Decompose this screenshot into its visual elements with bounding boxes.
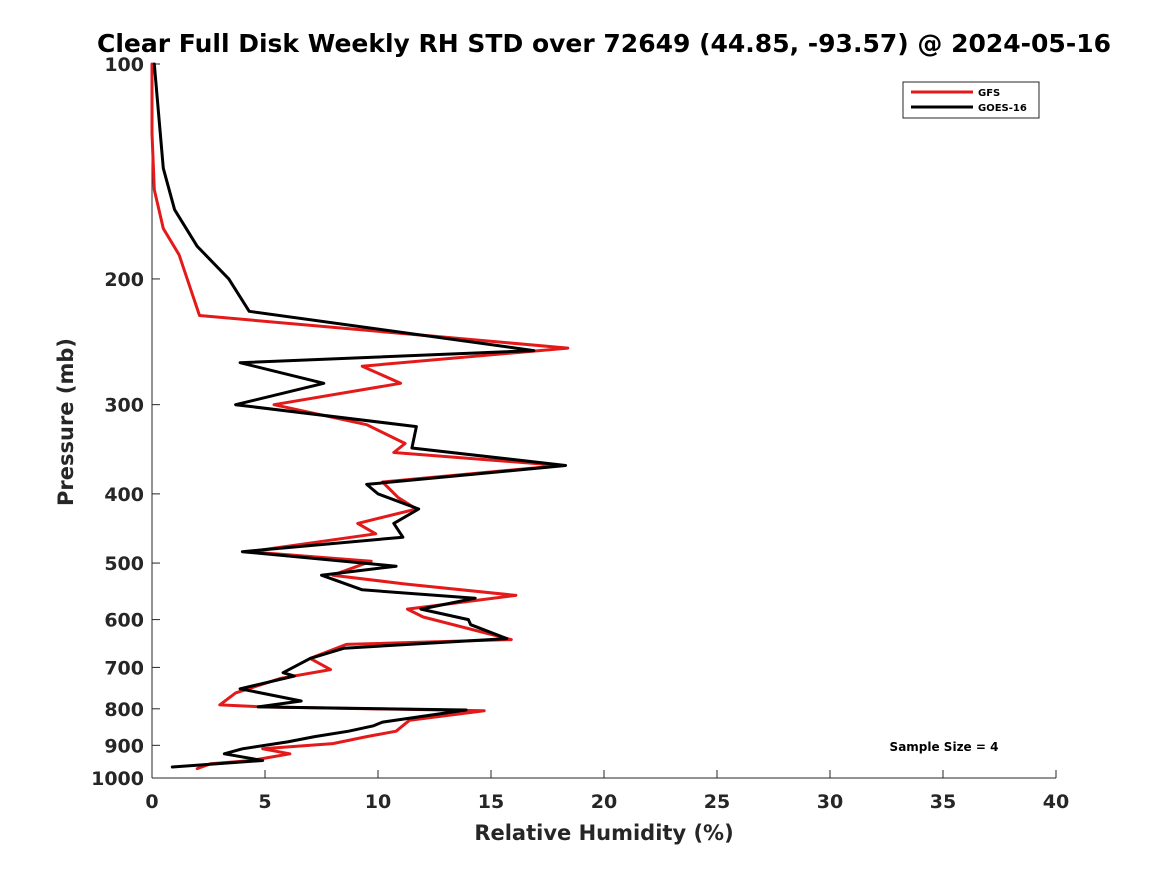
x-tick-label: 25 [704, 791, 730, 813]
y-tick-label: 600 [104, 610, 144, 632]
legend: GFS GOES-16 [902, 81, 1040, 119]
y-tick-label: 1000 [91, 768, 144, 790]
x-tick-label: 30 [817, 791, 843, 813]
y-tick-label: 100 [104, 54, 144, 76]
legend-label-goes-16: GOES-16 [978, 103, 1027, 114]
y-tick-label: 900 [104, 735, 144, 757]
sample-size-annotation: Sample Size = 4 [890, 740, 999, 754]
y-axis-label: Pressure (mb) [54, 338, 78, 506]
legend-label-gfs: GFS [978, 88, 1000, 99]
x-tick-label: 15 [478, 791, 504, 813]
y-tick-label: 700 [104, 657, 144, 679]
x-tick-label: 20 [591, 791, 617, 813]
axes: 0 5 10 15 20 25 30 35 40 100 200 300 400 500 600 700 800… [91, 54, 1069, 813]
x-tick-label: 0 [145, 791, 158, 813]
x-tick-label: 10 [365, 791, 391, 813]
series-line-goes-16 [152, 62, 568, 769]
x-tick-label: 5 [258, 791, 271, 813]
y-tick-label: 200 [104, 269, 144, 291]
chart-title: Clear Full Disk Weekly RH STD over 72649… [97, 29, 1111, 58]
x-tick-label: 40 [1043, 791, 1069, 813]
x-axis-label: Relative Humidity (%) [474, 821, 733, 845]
series-line-gfs [150, 62, 570, 771]
series-lines [150, 62, 570, 771]
y-tick-label: 800 [104, 699, 144, 721]
y-tick-label: 500 [104, 553, 144, 575]
y-tick-label: 400 [104, 484, 144, 506]
legend-box [902, 81, 1040, 119]
x-tick-label: 35 [930, 791, 956, 813]
y-tick-label: 300 [104, 395, 144, 417]
